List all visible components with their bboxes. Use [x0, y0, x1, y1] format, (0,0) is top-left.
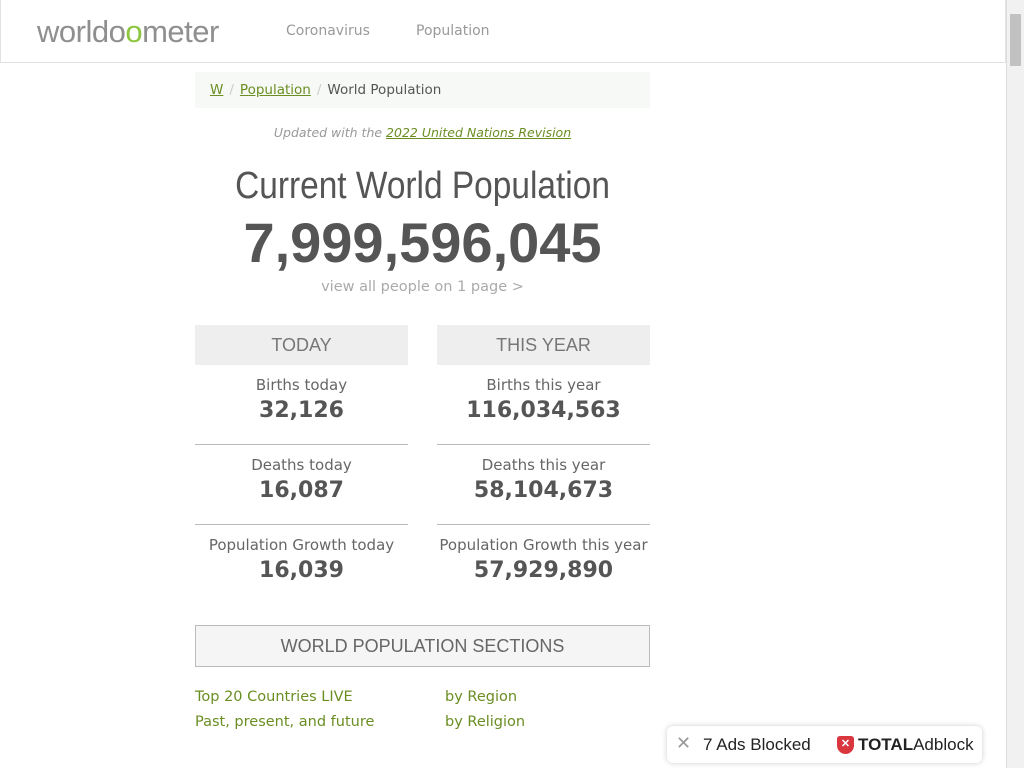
stat-growth-today: Population Growth today 16,039 — [195, 525, 408, 605]
view-all-link[interactable]: view all people on 1 page > — [321, 279, 524, 295]
stat-births-year: Births this year 116,034,563 — [437, 365, 650, 445]
stat-value: 16,039 — [259, 558, 344, 583]
stat-label: Deaths this year — [481, 456, 606, 474]
worldometer-logo[interactable]: worldoometer — [37, 14, 219, 49]
stat-deaths-today: Deaths today 16,087 — [195, 445, 408, 525]
stat-label: Births this year — [486, 376, 601, 394]
un-revision-link[interactable]: 2022 United Nations Revision — [386, 125, 572, 140]
close-icon[interactable]: ✕ — [676, 733, 692, 753]
updated-note: Updated with the 2022 United Nations Rev… — [195, 125, 650, 140]
site-header: worldoometer Coronavirus Population — [0, 0, 1006, 63]
breadcrumb-population[interactable]: Population — [239, 82, 311, 98]
stat-growth-year: Population Growth this year 57,929,890 — [437, 525, 650, 605]
breadcrumb-home[interactable]: W — [210, 82, 224, 98]
breadcrumb-current: World Population — [327, 82, 442, 98]
scrollbar-thumb[interactable] — [1010, 14, 1021, 66]
shield-icon: ✕ — [837, 736, 854, 754]
stat-label: Births today — [255, 376, 348, 394]
today-header: TODAY — [195, 325, 408, 365]
main-content: W / Population / World Population Updated wi… — [195, 72, 650, 730]
stat-label: Population Growth today — [208, 536, 395, 554]
ads-blocked-count: 7 Ads Blocked — [703, 735, 811, 754]
population-counter: 7,999,596,045 — [243, 211, 602, 274]
stat-value: 16,087 — [259, 478, 344, 503]
stat-value: 32,126 — [259, 398, 344, 423]
page-title: Current World Population — [235, 165, 610, 207]
updated-prefix: Updated with the — [273, 125, 387, 140]
stat-value: 116,034,563 — [466, 398, 621, 423]
breadcrumb: W / Population / World Population — [195, 72, 650, 108]
stat-deaths-year: Deaths this year 58,104,673 — [437, 445, 650, 525]
stat-label: Deaths today — [251, 456, 352, 474]
breadcrumb-separator: / — [316, 82, 322, 98]
link-by-region[interactable]: by Region — [445, 689, 518, 705]
stat-value: 57,929,890 — [473, 558, 614, 583]
stat-births-today: Births today 32,126 — [195, 365, 408, 445]
this-year-header: THIS YEAR — [437, 325, 650, 365]
adblock-notification: ✕ 7 Ads Blocked ✕ TOTALAdblock — [667, 726, 982, 763]
this-year-column: THIS YEAR Births this year 116,034,563 De… — [437, 325, 650, 605]
link-by-religion[interactable]: by Religion — [445, 714, 526, 730]
stat-label: Population Growth this year — [439, 536, 648, 554]
adblock-brand: TOTALAdblock — [858, 735, 974, 755]
breadcrumb-separator: / — [229, 82, 234, 98]
link-past-present-future[interactable]: Past, present, and future — [195, 714, 375, 730]
stat-value: 58,104,673 — [473, 478, 614, 503]
nav-population[interactable]: Population — [416, 23, 490, 39]
brand-bold: TOTAL — [858, 735, 914, 754]
nav-coronavirus[interactable]: Coronavirus — [286, 23, 370, 39]
brand-name: Adblock — [913, 735, 974, 754]
scrollbar[interactable] — [1006, 0, 1024, 768]
sections-header: WORLD POPULATION SECTIONS — [195, 625, 650, 667]
link-top-20-countries[interactable]: Top 20 Countries LIVE — [195, 689, 353, 705]
today-column: TODAY Births today 32,126 Deaths today 16,… — [195, 325, 408, 605]
